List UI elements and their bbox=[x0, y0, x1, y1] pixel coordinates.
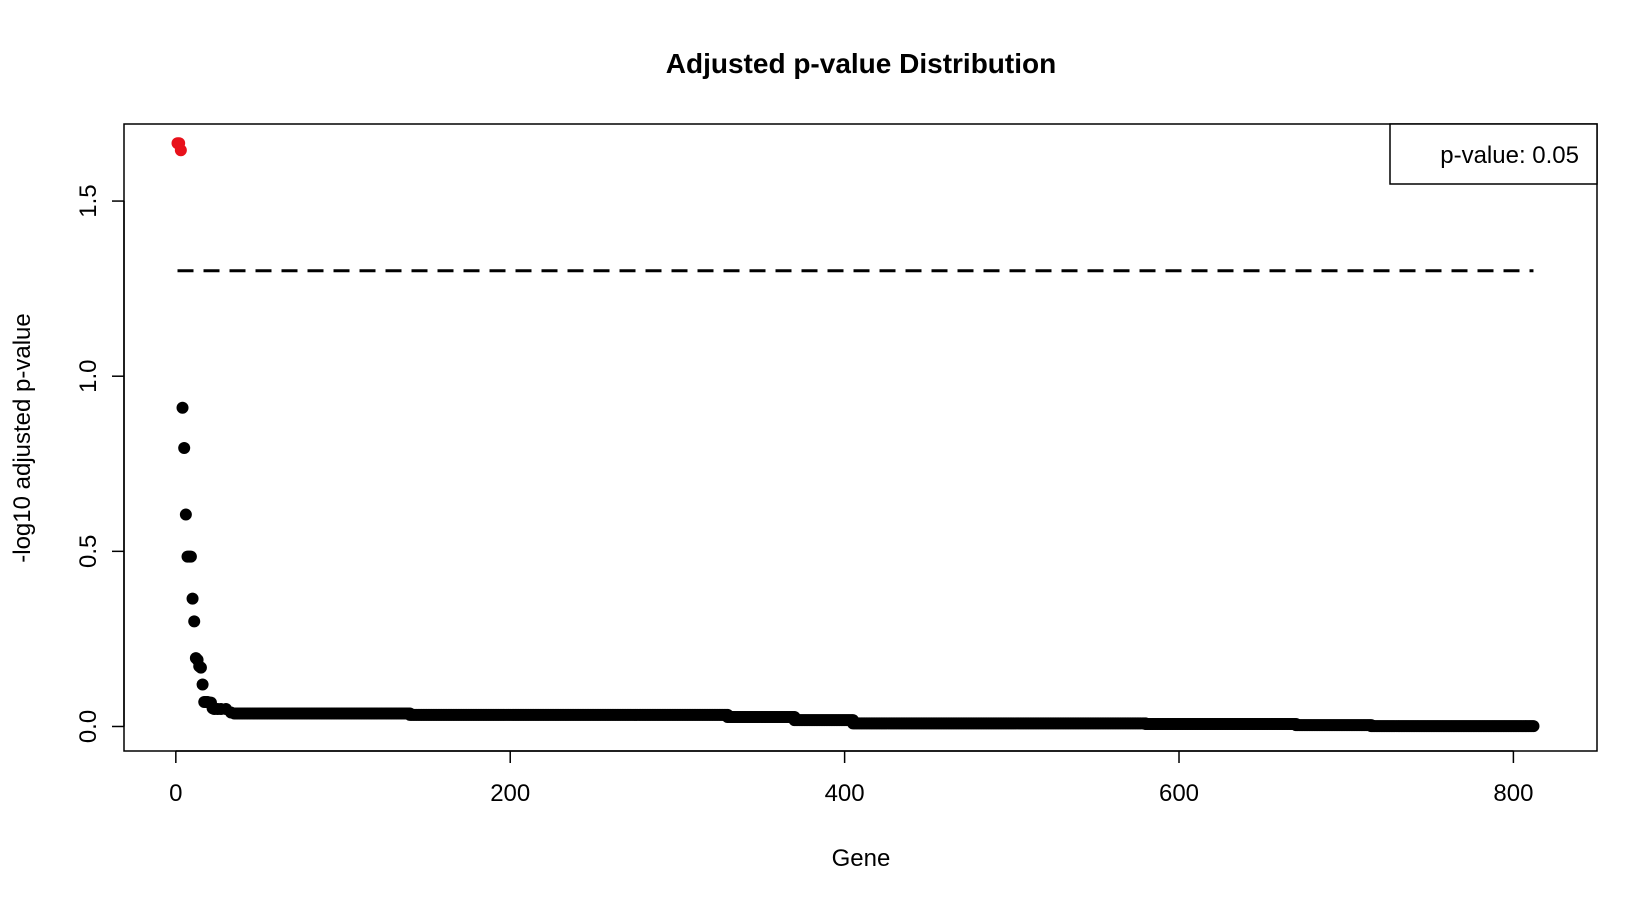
data-points bbox=[171, 137, 1540, 733]
data-point bbox=[179, 508, 192, 521]
data-point bbox=[1527, 720, 1540, 733]
data-point bbox=[176, 401, 189, 414]
y-tick-label: 1.0 bbox=[75, 360, 102, 393]
x-tick-label: 200 bbox=[490, 780, 530, 807]
x-axis-label: Gene bbox=[832, 845, 891, 872]
data-point bbox=[178, 442, 191, 455]
data-point bbox=[194, 661, 207, 674]
plot-frame bbox=[123, 123, 1598, 752]
x-tick-label: 800 bbox=[1493, 780, 1533, 807]
legend: p-value: 0.05 bbox=[1389, 123, 1598, 185]
x-tick-label: 600 bbox=[1159, 780, 1199, 807]
y-axis-label: -log10 adjusted p-value bbox=[9, 313, 36, 563]
data-point bbox=[186, 592, 199, 605]
y-axis: 0.0 0.5 1.0 1.5 bbox=[75, 184, 125, 743]
x-axis: 0 200 400 600 800 bbox=[169, 750, 1533, 807]
y-tick-label: 0.5 bbox=[75, 535, 102, 568]
legend-label: p-value: 0.05 bbox=[1440, 142, 1579, 169]
x-tick-label: 0 bbox=[169, 780, 182, 807]
data-point bbox=[184, 550, 197, 563]
data-point bbox=[225, 706, 238, 719]
chart-title: Adjusted p-value Distribution bbox=[666, 48, 1056, 79]
legend-box bbox=[1389, 123, 1598, 185]
y-tick-label: 0.0 bbox=[75, 710, 102, 743]
x-tick-label: 400 bbox=[825, 780, 865, 807]
data-point bbox=[196, 678, 209, 691]
data-point bbox=[188, 615, 201, 628]
significant-point bbox=[174, 144, 187, 157]
y-tick-label: 1.5 bbox=[75, 184, 102, 217]
